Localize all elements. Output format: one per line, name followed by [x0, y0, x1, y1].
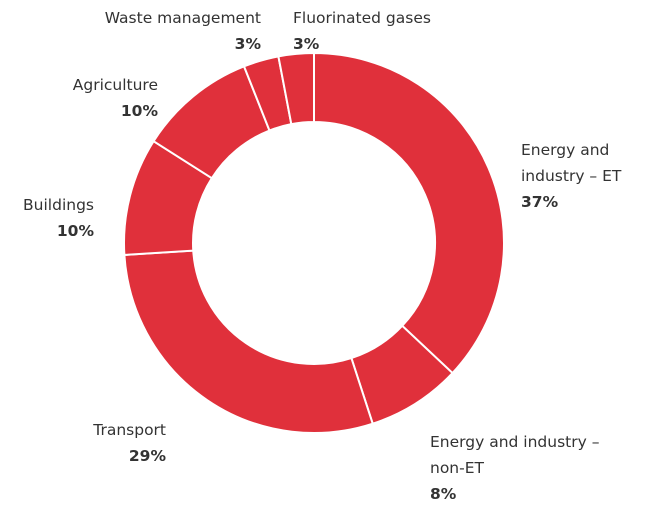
slice-label: Buildings 10% [0, 192, 94, 244]
slice-label: Agriculture 10% [18, 72, 158, 124]
category-name: Fluorinated gases [293, 9, 431, 27]
slice-label: Waste management 3% [61, 5, 261, 57]
category-name: Energy and industry – non-ET [430, 433, 600, 477]
slice-label: Fluorinated gases 3% [293, 5, 493, 57]
slice [123, 249, 374, 434]
slice [277, 51, 315, 126]
value-label: 10% [56, 222, 94, 240]
slice-label: Transport 29% [46, 417, 166, 469]
category-name: Energy and industry – ET [521, 141, 622, 185]
category-name: Transport [93, 421, 166, 439]
value-label: 37% [521, 193, 559, 211]
category-name: Buildings [23, 196, 94, 214]
value-label: 3% [234, 35, 261, 53]
value-label: 29% [128, 447, 166, 465]
category-name: Waste management [104, 9, 261, 27]
slice-label: Energy and industry – ET 37% [521, 137, 631, 215]
value-label: 8% [430, 485, 457, 503]
slice [313, 51, 505, 375]
slice-label: Energy and industry – non-ET 8% [430, 429, 630, 507]
category-name: Agriculture [72, 76, 158, 94]
value-label: 10% [120, 102, 158, 120]
value-label: 3% [293, 35, 320, 53]
